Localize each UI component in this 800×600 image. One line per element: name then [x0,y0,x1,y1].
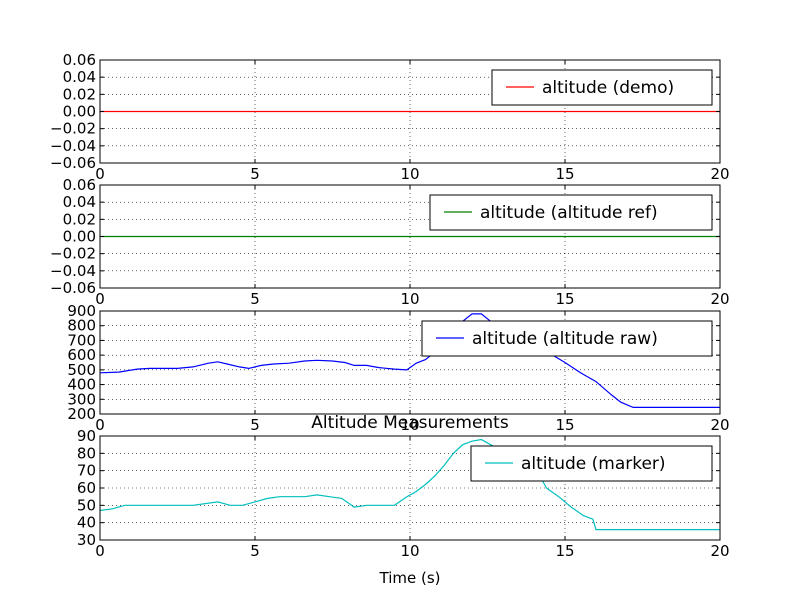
x-tick-label: 20 [710,165,729,183]
y-tick-label: 0.06 [63,51,96,69]
series-line [99,438,720,531]
y-tick-label: 0.00 [63,103,96,121]
y-tick-label: 200 [67,405,96,423]
x-tick-label: 15 [555,165,574,183]
x-tick-label: 15 [555,290,574,308]
y-tick-label: 0.00 [63,228,96,246]
y-tick-label: 0.02 [63,85,96,103]
y-tick-label: 400 [67,376,96,394]
y-tick-label: 30 [77,531,96,549]
y-tick-label: 800 [67,317,96,335]
x-tick-label: 20 [710,542,729,560]
y-tick-label: 700 [67,331,96,349]
legend-label: altitude (marker) [521,454,666,474]
x-tick-label: 5 [250,416,260,434]
x-axis-label: Time (s) [379,569,441,587]
y-tick-label: 40 [77,514,96,532]
y-tick-label: 0.04 [63,68,96,86]
x-tick-label: 0 [95,165,105,183]
legend-box [429,194,713,231]
x-tick-label: 5 [250,542,260,560]
subplot-2: 0 5 10 15 20 0.060.040.020.00−0.02−0.04−0.06 a… [50,176,730,308]
y-tick-label: −0.02 [50,120,96,138]
x-tick-label: 20 [710,416,729,434]
y-tick-label: 0.04 [63,193,96,211]
legend-label: altitude (demo) [542,78,674,98]
figure-title: Altitude Measurements [311,413,509,433]
legend-label: altitude (altitude raw) [472,329,658,349]
y-tick-label: 500 [67,361,96,379]
x-tick-label: 10 [400,165,419,183]
y-tick-label: −0.06 [50,279,96,297]
y-tick-label: 0.06 [63,176,96,194]
y-tick-label: −0.04 [50,137,96,155]
y-tick-label: 60 [77,479,96,497]
y-tick-label: 90 [77,427,96,445]
y-tick-label: −0.04 [50,262,96,280]
y-tick-label: −0.06 [50,154,96,172]
x-tick-label: 15 [555,542,574,560]
x-tick-label: 5 [250,165,260,183]
subplots: 0 5 10 15 200.060.040.020.00−0.02−0.04−0.06a… [50,51,730,560]
legend-box [421,320,713,357]
subplot-1: 0 5 10 15 20 0.060.040.020.00−0.02−0.04−0.06 a… [50,51,730,183]
x-tick-label: 0 [95,416,105,434]
y-tick-label: 70 [77,462,96,480]
x-tick-label: 0 [95,290,105,308]
y-tick-label: 0.02 [63,210,96,228]
x-tick-label: 5 [250,290,260,308]
y-tick-label: 50 [77,496,96,514]
x-tick-label: 15 [555,416,574,434]
x-tick-label: 20 [710,290,729,308]
y-tick-label: 600 [67,346,96,364]
series-line [99,313,720,408]
legend-label: altitude (altitude ref) [480,203,658,223]
x-tick-label: 10 [400,290,419,308]
y-tick-label: 900 [67,302,96,320]
x-tick-label: 10 [400,542,419,560]
y-tick-label: −0.02 [50,245,96,263]
x-tick-label: 0 [95,542,105,560]
x-tick-label: 10 [400,416,419,434]
y-tick-label: 80 [77,444,96,462]
y-tick-label: 300 [67,390,96,408]
